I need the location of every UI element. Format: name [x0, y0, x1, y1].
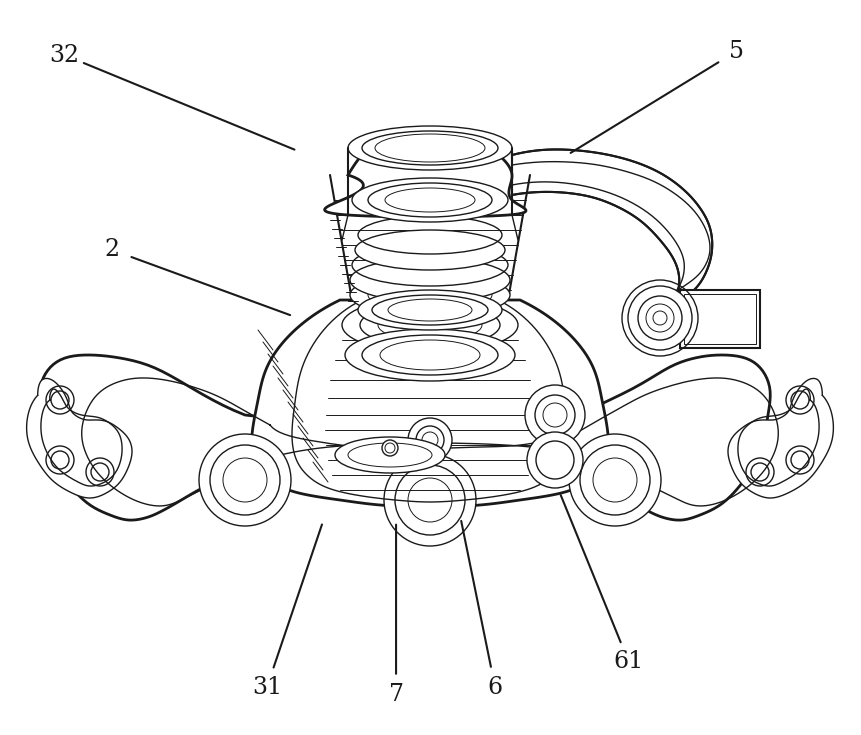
Ellipse shape — [342, 297, 518, 353]
Polygon shape — [728, 379, 833, 498]
Circle shape — [382, 440, 398, 456]
Polygon shape — [325, 138, 526, 217]
Circle shape — [408, 418, 452, 462]
Ellipse shape — [345, 329, 515, 381]
Polygon shape — [27, 379, 132, 498]
Circle shape — [628, 286, 692, 350]
Bar — [684, 294, 756, 344]
Polygon shape — [40, 355, 771, 520]
Ellipse shape — [352, 178, 508, 222]
Bar — [680, 290, 760, 348]
Ellipse shape — [350, 273, 510, 317]
Ellipse shape — [348, 126, 512, 170]
Ellipse shape — [350, 258, 510, 302]
Text: 32: 32 — [50, 43, 79, 67]
Polygon shape — [512, 149, 712, 330]
Circle shape — [199, 434, 291, 526]
Text: 31: 31 — [252, 675, 282, 699]
Circle shape — [384, 454, 476, 546]
Text: 5: 5 — [728, 40, 744, 63]
Text: 7: 7 — [388, 683, 404, 706]
Ellipse shape — [340, 440, 440, 470]
Ellipse shape — [355, 230, 505, 270]
Text: 2: 2 — [104, 238, 120, 262]
Ellipse shape — [358, 290, 502, 330]
Circle shape — [569, 434, 661, 526]
Polygon shape — [251, 300, 608, 507]
Text: 61: 61 — [613, 650, 644, 673]
Text: 6: 6 — [487, 675, 503, 699]
Ellipse shape — [335, 437, 445, 473]
Circle shape — [527, 432, 583, 488]
Circle shape — [525, 385, 585, 445]
